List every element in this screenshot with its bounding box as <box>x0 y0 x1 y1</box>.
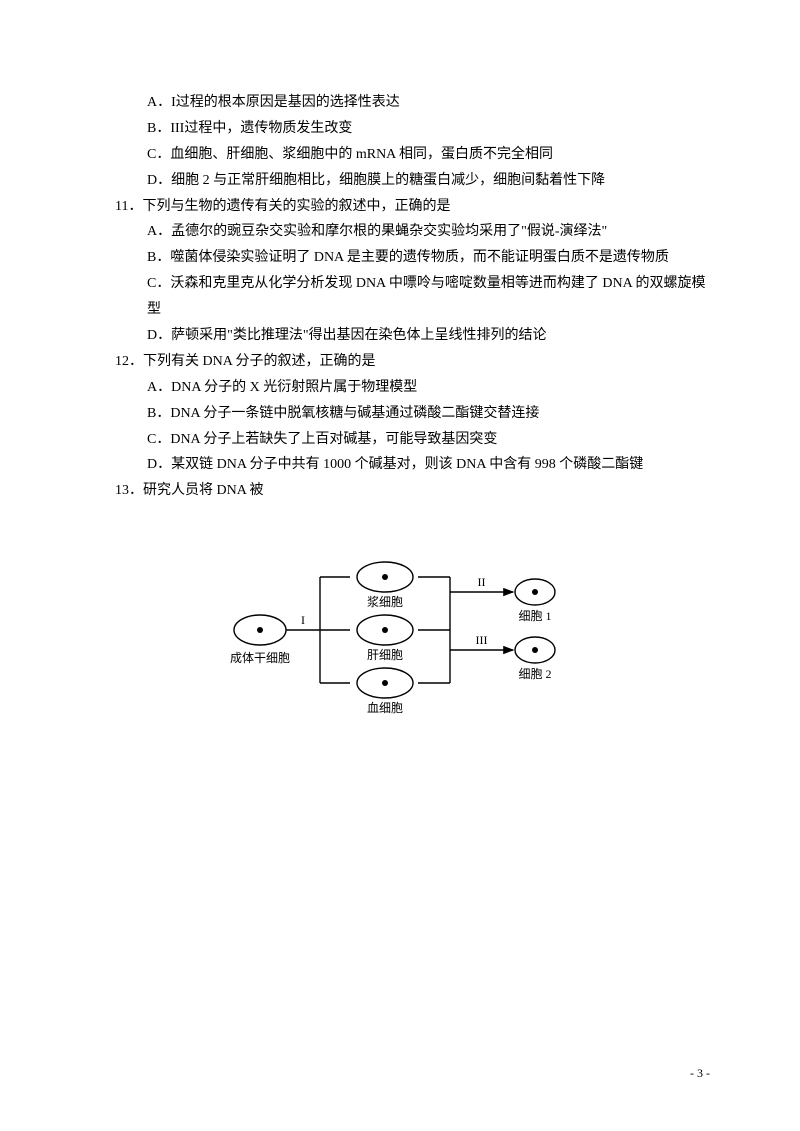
document-body: A．I过程的根本原因是基因的选择性表达 B．III过程中，遗传物质发生改变 C．… <box>0 0 800 504</box>
svg-text:I: I <box>301 613 305 627</box>
q12-option-a: A．DNA 分子的 X 光衍射照片属于物理模型 <box>115 375 710 401</box>
q11-option-b: B．噬菌体侵染实验证明了 DNA 是主要的遗传物质，而不能证明蛋白质不是遗传物质 <box>115 245 710 271</box>
q12-option-b: B．DNA 分子一条链中脱氧核糖与碱基通过磷酸二酯键交替连接 <box>115 401 710 427</box>
q13-stem: 13．研究人员将 DNA 被 <box>115 478 710 504</box>
q11-option-d: D．萨顿采用"类比推理法"得出基因在染色体上呈线性排列的结论 <box>115 323 710 349</box>
q12-stem: 12．下列有关 DNA 分子的叙述，正确的是 <box>115 349 710 375</box>
q10-option-a: A．I过程的根本原因是基因的选择性表达 <box>115 90 710 116</box>
svg-text:II: II <box>478 575 486 589</box>
page-number: - 3 - <box>690 1066 710 1081</box>
q10-option-c: C．血细胞、肝细胞、浆细胞中的 mRNA 相同，蛋白质不完全相同 <box>115 142 710 168</box>
cell-diagram: 成体干细胞 I 浆细胞肝细胞血细胞 II 细胞 1 III 细胞 2 <box>0 542 800 717</box>
svg-text:浆细胞: 浆细胞 <box>367 594 403 609</box>
q12-option-d: D．某双链 DNA 分子中共有 1000 个碱基对，则该 DNA 中含有 998… <box>115 452 710 478</box>
q11-stem: 11．下列与生物的遗传有关的实验的叙述中，正确的是 <box>115 194 710 220</box>
svg-text:细胞 1: 细胞 1 <box>518 609 551 623</box>
svg-text:肝细胞: 肝细胞 <box>367 648 403 662</box>
q11-option-a: A．孟德尔的豌豆杂交实验和摩尔根的果蝇杂交实验均采用了"假说-演绎法" <box>115 219 710 245</box>
q10-option-b: B．III过程中，遗传物质发生改变 <box>115 116 710 142</box>
q12-option-c: C．DNA 分子上若缺失了上百对碱基，可能导致基因突变 <box>115 427 710 453</box>
svg-text:血细胞: 血细胞 <box>367 701 403 715</box>
svg-text:细胞 2: 细胞 2 <box>518 667 551 681</box>
svg-text:III: III <box>476 633 488 647</box>
q10-option-d: D．细胞 2 与正常肝细胞相比，细胞膜上的糖蛋白减少，细胞间黏着性下降 <box>115 168 710 194</box>
svg-text:成体干细胞: 成体干细胞 <box>230 651 290 665</box>
q11-option-c: C．沃森和克里克从化学分析发现 DNA 中嘌呤与嘧啶数量相等进而构建了 DNA … <box>115 271 710 323</box>
